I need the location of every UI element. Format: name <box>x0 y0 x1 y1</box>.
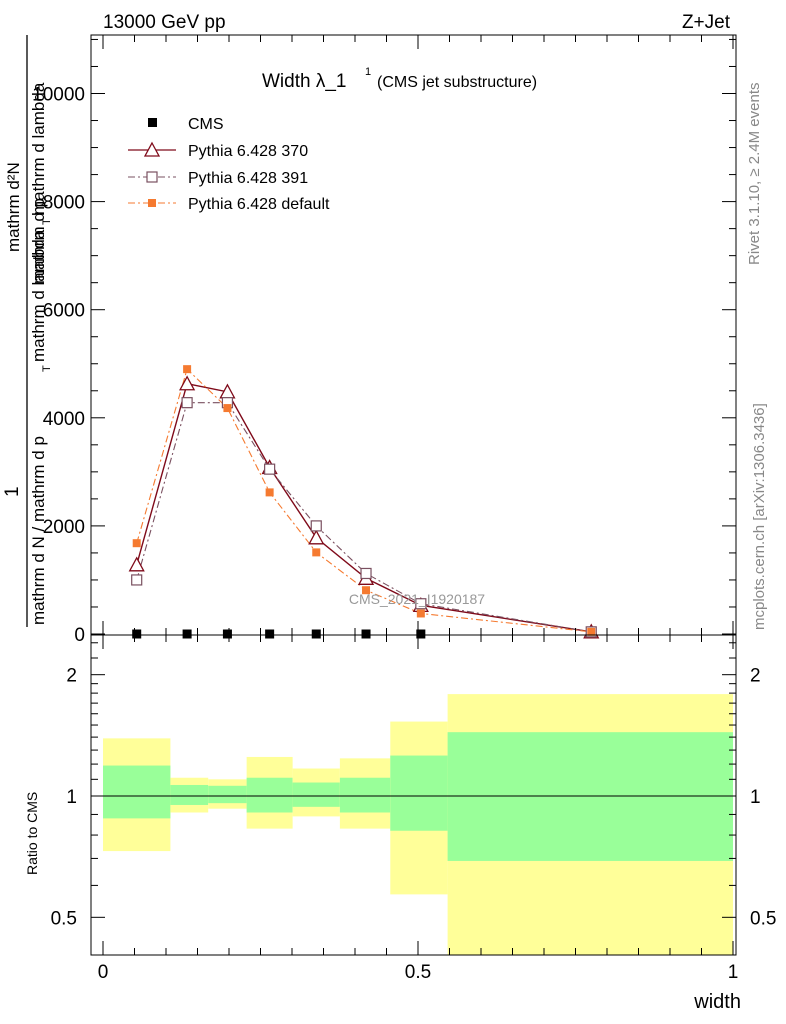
ratio-band-inner <box>292 782 340 807</box>
x-tick-label: 0.5 <box>405 962 431 983</box>
point-cms <box>222 629 232 639</box>
y-label-upper-denominator: mathrm d p <box>29 198 48 284</box>
point-pythia-6-428-370 <box>179 375 196 391</box>
legend-marker-cms <box>148 118 157 127</box>
point-pythia-6-428-370 <box>128 556 145 572</box>
ratio-y-tick-label-right: 2 <box>750 666 761 687</box>
point-pythia-6-428-391 <box>264 463 276 475</box>
main-y-tick-label: 0 <box>74 625 85 646</box>
point-pythia-6-428-391 <box>360 567 372 580</box>
point-cms <box>182 629 192 639</box>
ratio-y-tick-label-right: 0.5 <box>750 908 776 929</box>
x-tick-label: 1 <box>728 962 739 983</box>
ratio-y-label: Ratio to CMS <box>24 792 40 875</box>
legend-entry-pythia-370: Pythia 6.428 370 <box>128 141 308 160</box>
ratio-y-tick-label-right: 1 <box>750 787 761 808</box>
ratio-band-inner <box>170 784 209 805</box>
series-line-pythia-6-428-370 <box>136 382 592 633</box>
analysis-watermark: CMS_2021_I1920187 <box>349 591 485 607</box>
y-label-upper-subscript: T <box>41 218 53 225</box>
legend-marker-pythia-370 <box>143 141 161 157</box>
point-pythia-6-428-default <box>362 586 371 595</box>
point-pythia-6-428-370 <box>308 529 325 545</box>
ratio-panel: 0.5 0.5 1 1 2 2 0 0.5 1 <box>51 634 776 983</box>
title-superscript: 1 <box>365 66 371 78</box>
process-label: Z+Jet <box>682 12 731 33</box>
point-cms <box>132 629 142 639</box>
point-pythia-6-428-391 <box>415 598 427 610</box>
x-tick-label: 0 <box>98 962 109 983</box>
point-pythia-6-428-default <box>223 404 232 413</box>
legend: CMS Pythia 6.428 370 Pythia 6.428 391 Py… <box>128 116 330 213</box>
main-y-tick-label: 8000 <box>43 193 85 214</box>
point-cms <box>265 629 275 639</box>
legend-entry-cms: CMS <box>148 116 224 133</box>
series-lines <box>136 368 592 633</box>
point-cms <box>416 629 426 639</box>
point-pythia-6-428-391 <box>131 574 143 586</box>
point-pythia-6-428-391 <box>181 397 193 409</box>
legend-label-pythia-370: Pythia 6.428 370 <box>188 143 308 160</box>
legend-entry-pythia-391: Pythia 6.428 391 <box>128 170 308 187</box>
y-label-numerator-one: 1 <box>2 486 23 497</box>
y-label-upper-tail: mathrm d lambda <box>29 82 48 215</box>
ratio-band-inner <box>208 785 247 804</box>
point-cms <box>311 629 321 639</box>
ratio-band-inner <box>447 732 733 861</box>
point-pythia-6-428-default <box>312 548 321 557</box>
y-label-lower-subscript: T <box>41 365 53 372</box>
legend-marker-pythia-391 <box>146 171 158 183</box>
mcplots-label: mcplots.cern.ch [arXiv:1306.3436] <box>751 403 768 630</box>
ratio-band-inner <box>246 777 293 813</box>
main-y-tick-label: 10000 <box>32 85 85 106</box>
main-panel: 0 2000 4000 6000 8000 10000 <box>32 34 737 646</box>
legend-label-pythia-391: Pythia 6.428 391 <box>188 170 308 187</box>
ratio-axis-ticks: 0.5 0.5 1 1 2 2 0 0.5 1 <box>51 635 776 983</box>
legend-label-cms: CMS <box>188 116 224 133</box>
point-pythia-6-428-default <box>183 365 192 374</box>
main-y-tick-label: 6000 <box>43 301 85 322</box>
point-pythia-6-428-default <box>416 609 425 618</box>
main-y-tick-label: 2000 <box>43 517 85 538</box>
point-pythia-6-428-default <box>587 627 596 636</box>
main-y-tick-label: 4000 <box>43 409 85 430</box>
title-subtitle: (CMS jet substructure) <box>377 74 537 91</box>
ratio-frame <box>90 634 737 956</box>
ratio-y-tick-label: 2 <box>66 666 77 687</box>
ratio-band-inner <box>103 765 171 819</box>
y-label-upper-numerator: mathrm d²N <box>4 162 23 252</box>
legend-marker-pythia-default <box>148 199 156 207</box>
y-label-lower: mathrm d N / mathrm d p <box>29 436 48 625</box>
series-line-pythia-6-428-391 <box>136 402 592 633</box>
rivet-label: Rivet 3.1.10, ≥ 2.4M events <box>746 83 763 266</box>
energy-label: 13000 GeV pp <box>103 12 226 33</box>
legend-entry-pythia-default: Pythia 6.428 default <box>128 196 330 213</box>
y-label-lower-tail: mathrm d lambda <box>29 229 48 362</box>
point-cms <box>361 629 371 639</box>
plot-title: Width λ_1 1 (CMS jet substructure) <box>262 66 537 92</box>
main-y-axis-label: 1 mathrm d N / mathrm d p T mathrm d lam… <box>2 35 53 627</box>
ratio-y-tick-label: 0.5 <box>51 908 77 929</box>
main-axis-ticks: 0 2000 4000 6000 8000 10000 <box>32 35 736 646</box>
ratio-band-inner <box>390 755 448 831</box>
point-pythia-6-428-default <box>132 539 141 548</box>
series-markers <box>128 365 600 639</box>
point-pythia-6-428-391 <box>310 520 322 532</box>
series-line-pythia-6-428-default <box>136 368 592 633</box>
ratio-y-tick-label: 1 <box>66 787 77 808</box>
point-pythia-6-428-default <box>265 488 274 497</box>
legend-label-pythia-default: Pythia 6.428 default <box>188 196 330 213</box>
ratio-uncertainty-bands <box>103 694 733 955</box>
ratio-band-inner <box>339 777 391 813</box>
x-axis-label: width <box>693 991 741 1013</box>
title-main: Width λ_1 <box>262 71 346 92</box>
